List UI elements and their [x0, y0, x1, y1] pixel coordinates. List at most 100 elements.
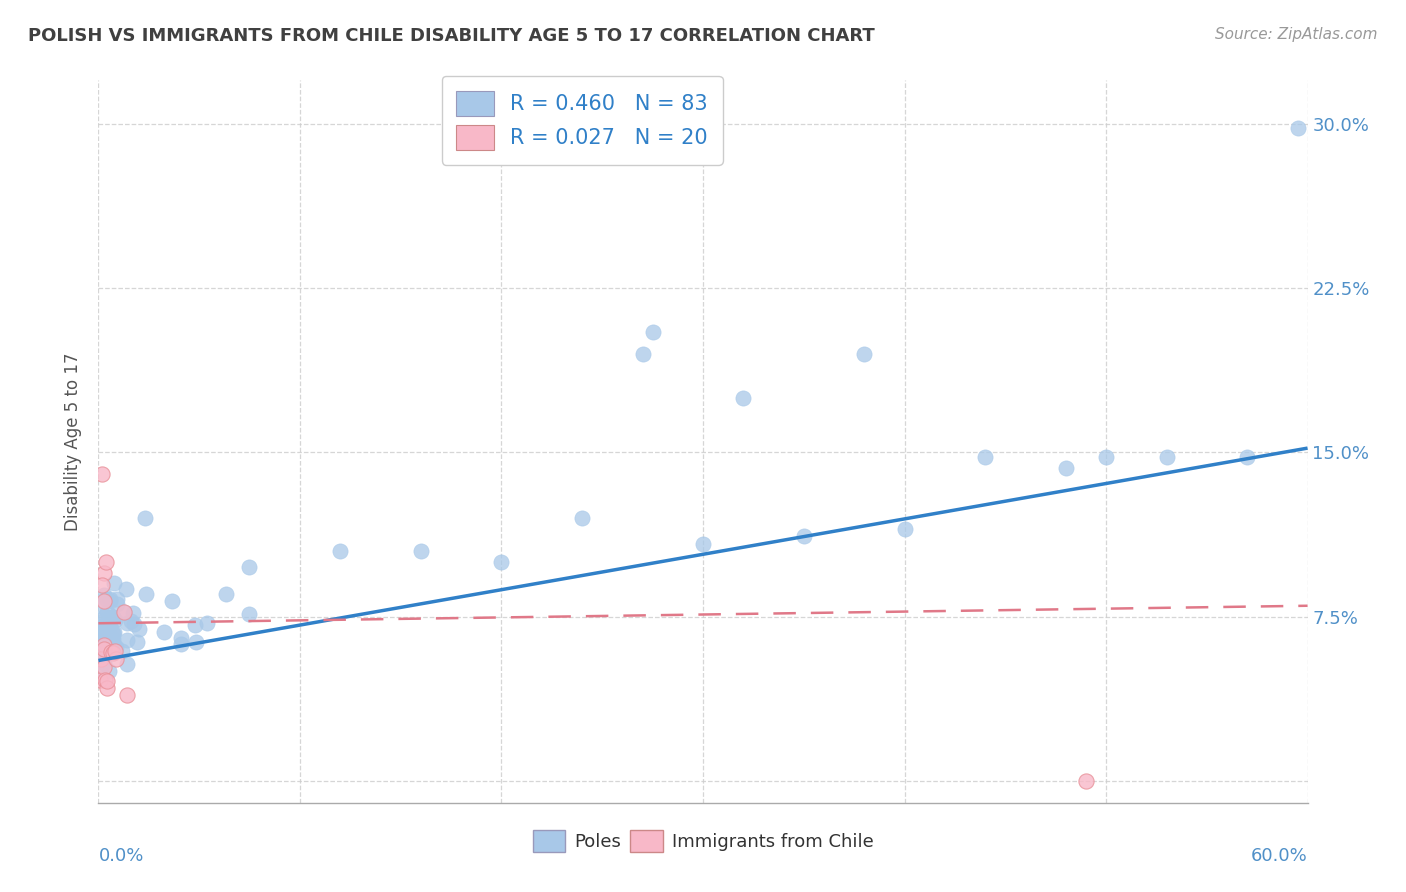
Point [1054, 460, 1077, 475]
Point [329, 544, 352, 558]
Point [125, 635, 148, 649]
Point [122, 616, 145, 631]
Point [93, 642, 115, 657]
Point [93, 638, 115, 652]
Point [103, 626, 125, 640]
Point [96, 606, 118, 620]
Point [238, 607, 260, 621]
Point [128, 622, 150, 636]
Point [134, 511, 156, 525]
Point [641, 325, 664, 339]
Point [120, 615, 142, 629]
Point [93, 594, 115, 608]
Point [184, 618, 207, 632]
Point [153, 624, 176, 639]
Point [91, 633, 114, 648]
Legend: Poles, Immigrants from Chile: Poles, Immigrants from Chile [526, 822, 880, 859]
Point [91, 614, 114, 628]
Point [90, 599, 112, 613]
Point [893, 522, 915, 536]
Point [1095, 450, 1118, 464]
Point [93, 660, 115, 674]
Text: Source: ZipAtlas.com: Source: ZipAtlas.com [1215, 27, 1378, 42]
Point [93, 632, 115, 646]
Point [1074, 773, 1097, 788]
Point [93, 619, 115, 633]
Point [90, 623, 112, 637]
Y-axis label: Disability Age 5 to 17: Disability Age 5 to 17 [65, 352, 83, 531]
Point [89, 673, 111, 687]
Point [103, 632, 125, 646]
Text: 60.0%: 60.0% [1251, 847, 1308, 864]
Point [115, 632, 138, 647]
Point [692, 537, 714, 551]
Point [733, 391, 755, 405]
Point [103, 646, 125, 660]
Point [114, 582, 136, 596]
Point [105, 591, 128, 606]
Point [974, 450, 997, 464]
Point [98, 593, 121, 607]
Point [111, 644, 134, 658]
Point [105, 597, 128, 611]
Point [112, 605, 135, 619]
Point [238, 560, 260, 574]
Point [90, 651, 112, 665]
Point [170, 638, 193, 652]
Point [104, 640, 127, 654]
Point [631, 347, 654, 361]
Point [112, 605, 135, 619]
Point [93, 657, 115, 671]
Point [100, 644, 122, 658]
Point [96, 645, 118, 659]
Point [160, 594, 183, 608]
Point [93, 588, 115, 602]
Point [104, 644, 127, 658]
Point [1236, 450, 1258, 464]
Point [122, 606, 145, 620]
Point [94, 592, 117, 607]
Point [1286, 121, 1309, 136]
Point [170, 632, 193, 646]
Point [1156, 450, 1178, 464]
Point [91, 627, 114, 641]
Point [91, 651, 114, 665]
Point [101, 610, 124, 624]
Point [91, 666, 114, 681]
Point [97, 630, 120, 644]
Point [215, 587, 238, 601]
Point [93, 673, 115, 687]
Point [793, 529, 815, 543]
Point [195, 616, 218, 631]
Point [101, 610, 124, 624]
Point [91, 467, 114, 482]
Point [93, 566, 115, 580]
Point [90, 632, 112, 646]
Point [91, 578, 114, 592]
Point [90, 644, 112, 658]
Point [103, 638, 125, 652]
Text: 0.0%: 0.0% [98, 847, 143, 864]
Point [104, 613, 127, 627]
Point [97, 623, 120, 637]
Point [98, 617, 121, 632]
Point [91, 628, 114, 642]
Point [103, 626, 125, 640]
Point [98, 664, 121, 678]
Point [135, 587, 157, 601]
Point [115, 657, 138, 671]
Point [93, 631, 115, 645]
Point [853, 347, 876, 361]
Text: POLISH VS IMMIGRANTS FROM CHILE DISABILITY AGE 5 TO 17 CORRELATION CHART: POLISH VS IMMIGRANTS FROM CHILE DISABILI… [28, 27, 875, 45]
Point [117, 688, 139, 702]
Point [90, 651, 112, 665]
Point [96, 681, 118, 696]
Point [97, 610, 120, 624]
Point [98, 592, 121, 607]
Point [184, 635, 207, 649]
Point [103, 575, 125, 590]
Point [409, 544, 432, 558]
Point [96, 555, 118, 569]
Point [94, 609, 117, 624]
Point [93, 648, 115, 662]
